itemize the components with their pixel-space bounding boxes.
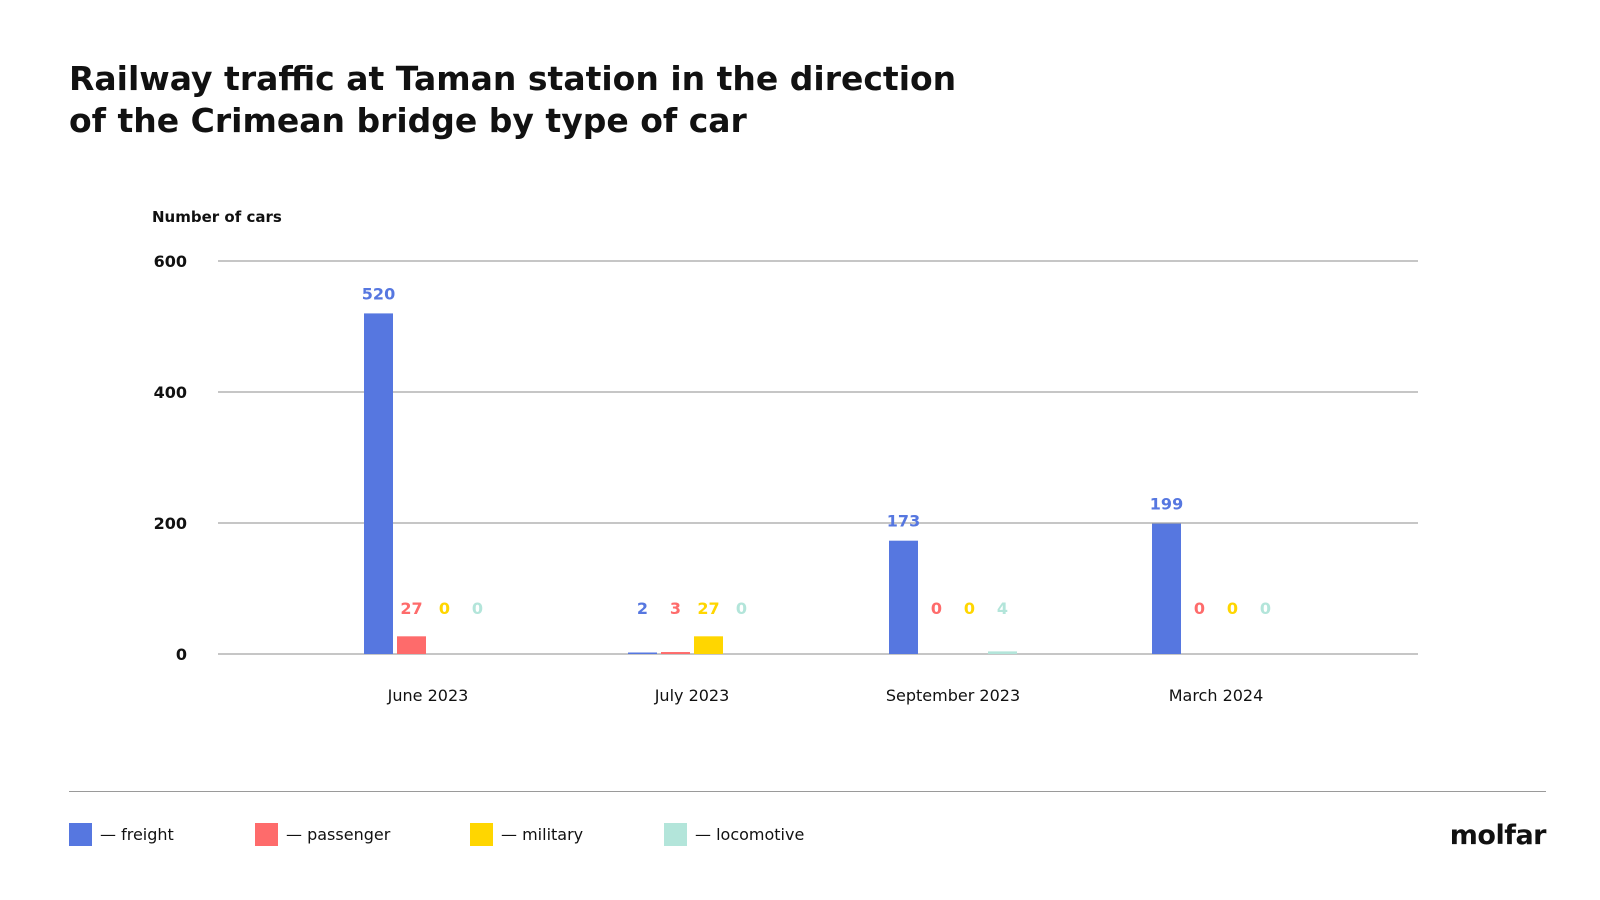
x-tick-label-june-2023: June 2023 — [387, 686, 469, 705]
data-label-passenger-september-2023: 0 — [931, 599, 942, 618]
data-label-locomotive-september-2023: 4 — [997, 599, 1008, 618]
x-tick-label-march-2024: March 2024 — [1169, 686, 1264, 705]
bar-locomotive-september-2023 — [988, 651, 1017, 654]
chart-title: Railway traffic at Taman station in the … — [69, 58, 969, 142]
data-label-locomotive-march-2024: 0 — [1260, 599, 1271, 618]
bar-freight-september-2023 — [889, 540, 918, 654]
bar-freight-june-2023 — [364, 313, 393, 654]
data-label-locomotive-july-2023: 0 — [736, 599, 747, 618]
x-tick-label-july-2023: July 2023 — [654, 686, 730, 705]
data-label-passenger-march-2024: 0 — [1194, 599, 1205, 618]
data-label-passenger-july-2023: 3 — [670, 599, 681, 618]
data-label-military-march-2024: 0 — [1227, 599, 1238, 618]
legend-item-military: — military — [470, 822, 583, 846]
legend-label-passenger: — passenger — [286, 824, 391, 844]
data-label-military-july-2023: 27 — [697, 599, 719, 618]
legend-item-passenger: — passenger — [255, 822, 390, 846]
chart-title-line-1: Railway traffic at Taman station in the … — [69, 59, 957, 98]
legend-label-locomotive: — locomotive — [695, 824, 805, 844]
data-label-freight-june-2023: 520 — [362, 284, 395, 303]
legend-label-freight: — freight — [100, 824, 174, 844]
y-tick-label-400: 400 — [154, 383, 187, 402]
bar-passenger-june-2023 — [397, 636, 426, 654]
data-label-military-september-2023: 0 — [964, 599, 975, 618]
footer-divider — [69, 791, 1546, 792]
bar-freight-july-2023 — [628, 652, 657, 654]
legend-item-locomotive: — locomotive — [664, 822, 804, 846]
legend-swatch-military — [470, 822, 493, 846]
legend-swatch-freight — [69, 822, 92, 846]
legend: — freight — passenger — military — locomoti… — [69, 822, 969, 846]
data-label-locomotive-june-2023: 0 — [472, 599, 483, 618]
data-label-freight-march-2024: 199 — [1150, 495, 1183, 514]
bars — [364, 313, 1181, 654]
data-label-freight-september-2023: 173 — [887, 512, 920, 531]
data-label-military-june-2023: 0 — [439, 599, 450, 618]
brand-logo: molfar — [1449, 820, 1547, 851]
legend-label-military: — military — [501, 824, 584, 844]
bar-passenger-july-2023 — [661, 652, 690, 654]
y-tick-label-600: 600 — [154, 252, 187, 271]
data-label-freight-july-2023: 2 — [637, 599, 648, 618]
y-tick-label-200: 200 — [154, 514, 187, 533]
legend-item-freight: — freight — [69, 822, 174, 846]
bar-freight-march-2024 — [1152, 523, 1181, 654]
legend-swatch-passenger — [255, 822, 278, 846]
y-tick-label-0: 0 — [176, 645, 187, 664]
y-axis-label: Number of cars — [152, 208, 282, 226]
x-tick-label-september-2023: September 2023 — [886, 686, 1020, 705]
gridlines — [218, 260, 1418, 655]
data-label-passenger-june-2023: 27 — [400, 599, 422, 618]
bar-military-july-2023 — [694, 636, 723, 654]
chart-title-line-2: of the Crimean bridge by type of car — [69, 101, 747, 140]
legend-swatch-locomotive — [664, 822, 687, 846]
